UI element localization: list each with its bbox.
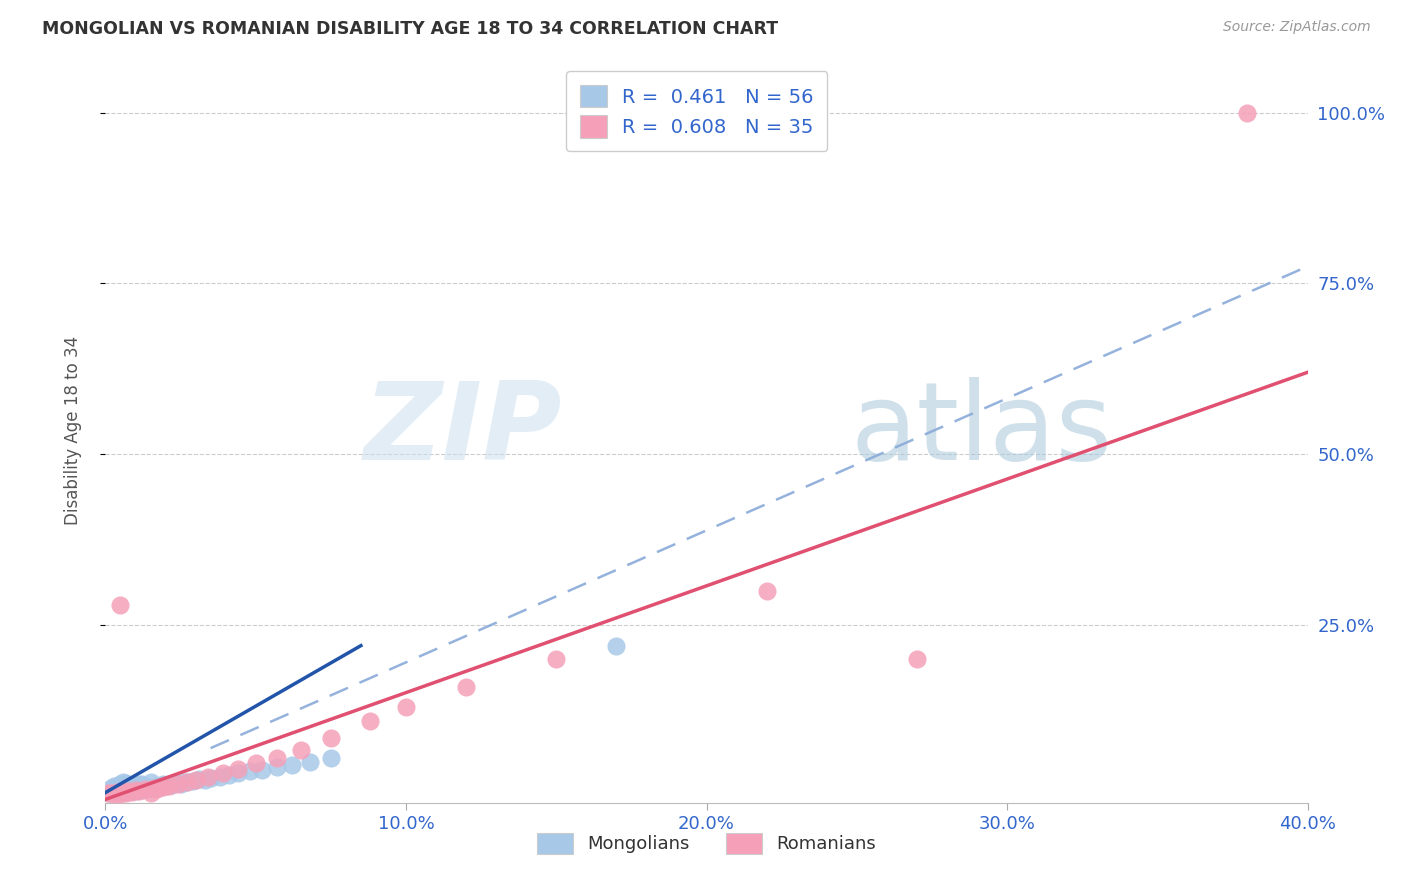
Point <box>131 782 153 797</box>
Point <box>128 783 150 797</box>
Point <box>239 764 262 779</box>
Point <box>121 780 143 794</box>
Point <box>173 774 195 789</box>
Point <box>100 786 122 800</box>
Point <box>157 777 180 791</box>
Point <box>281 757 304 772</box>
Point <box>187 772 209 786</box>
Point <box>131 777 153 791</box>
Point <box>157 779 180 793</box>
Point <box>163 776 186 790</box>
Point <box>115 780 138 795</box>
Point <box>200 771 222 785</box>
Point <box>118 779 141 793</box>
Point <box>166 777 188 791</box>
Point <box>454 680 477 694</box>
Point <box>176 775 198 789</box>
Point <box>124 783 146 797</box>
Point <box>107 785 129 799</box>
Point <box>134 781 156 796</box>
Point <box>319 751 342 765</box>
Point <box>100 783 122 797</box>
Point <box>110 777 132 791</box>
Point <box>605 639 627 653</box>
Point <box>184 773 207 788</box>
Point <box>128 777 150 791</box>
Point <box>139 786 162 800</box>
Point <box>211 766 233 780</box>
Point <box>145 779 167 793</box>
Point <box>134 782 156 797</box>
Point <box>169 777 191 791</box>
Point <box>103 787 125 801</box>
Point <box>546 652 568 666</box>
Point <box>139 782 162 797</box>
Point <box>97 786 120 800</box>
Point <box>142 780 165 795</box>
Point <box>136 780 159 794</box>
Point <box>110 787 132 801</box>
Text: ZIP: ZIP <box>364 377 562 483</box>
Point <box>148 780 170 794</box>
Point <box>298 755 321 769</box>
Point <box>194 772 217 787</box>
Point <box>118 782 141 797</box>
Point <box>112 780 135 794</box>
Point <box>245 756 267 771</box>
Point <box>100 780 122 795</box>
Point <box>266 750 288 764</box>
Point <box>112 783 135 797</box>
Point <box>152 780 174 794</box>
Point <box>115 786 138 800</box>
Point <box>124 782 146 797</box>
Point <box>112 783 135 797</box>
Point <box>208 770 231 784</box>
Point <box>112 775 135 789</box>
Point <box>226 766 249 780</box>
Point <box>905 652 928 666</box>
Point <box>110 782 132 797</box>
Point <box>145 782 167 797</box>
Point <box>103 782 125 797</box>
Point <box>128 782 150 797</box>
Text: Source: ZipAtlas.com: Source: ZipAtlas.com <box>1223 20 1371 34</box>
Point <box>319 731 342 745</box>
Point <box>266 760 288 774</box>
Point <box>1236 105 1258 120</box>
Point <box>218 768 240 782</box>
Point <box>395 700 418 714</box>
Point <box>110 598 132 612</box>
Point <box>197 770 219 784</box>
Point <box>139 775 162 789</box>
Point <box>124 778 146 792</box>
Y-axis label: Disability Age 18 to 34: Disability Age 18 to 34 <box>63 335 82 525</box>
Point <box>103 779 125 793</box>
Point <box>115 785 138 799</box>
Point <box>107 780 129 794</box>
Point <box>107 784 129 798</box>
Point <box>121 784 143 798</box>
Point <box>290 742 312 756</box>
Point <box>152 777 174 791</box>
Point <box>121 785 143 799</box>
Text: atlas: atlas <box>851 377 1112 483</box>
Point <box>176 775 198 789</box>
Point <box>115 776 138 790</box>
Point <box>142 780 165 795</box>
Point <box>181 773 204 788</box>
Text: MONGOLIAN VS ROMANIAN DISABILITY AGE 18 TO 34 CORRELATION CHART: MONGOLIAN VS ROMANIAN DISABILITY AGE 18 … <box>42 20 779 37</box>
Point <box>359 714 381 728</box>
Point <box>155 779 177 793</box>
Point <box>755 584 778 599</box>
Point <box>118 784 141 798</box>
Point <box>160 778 183 792</box>
Point <box>110 786 132 800</box>
Point <box>226 762 249 776</box>
Point <box>103 786 125 800</box>
Point <box>97 786 120 800</box>
Point <box>250 763 273 777</box>
Legend: Mongolians, Romanians: Mongolians, Romanians <box>530 825 883 861</box>
